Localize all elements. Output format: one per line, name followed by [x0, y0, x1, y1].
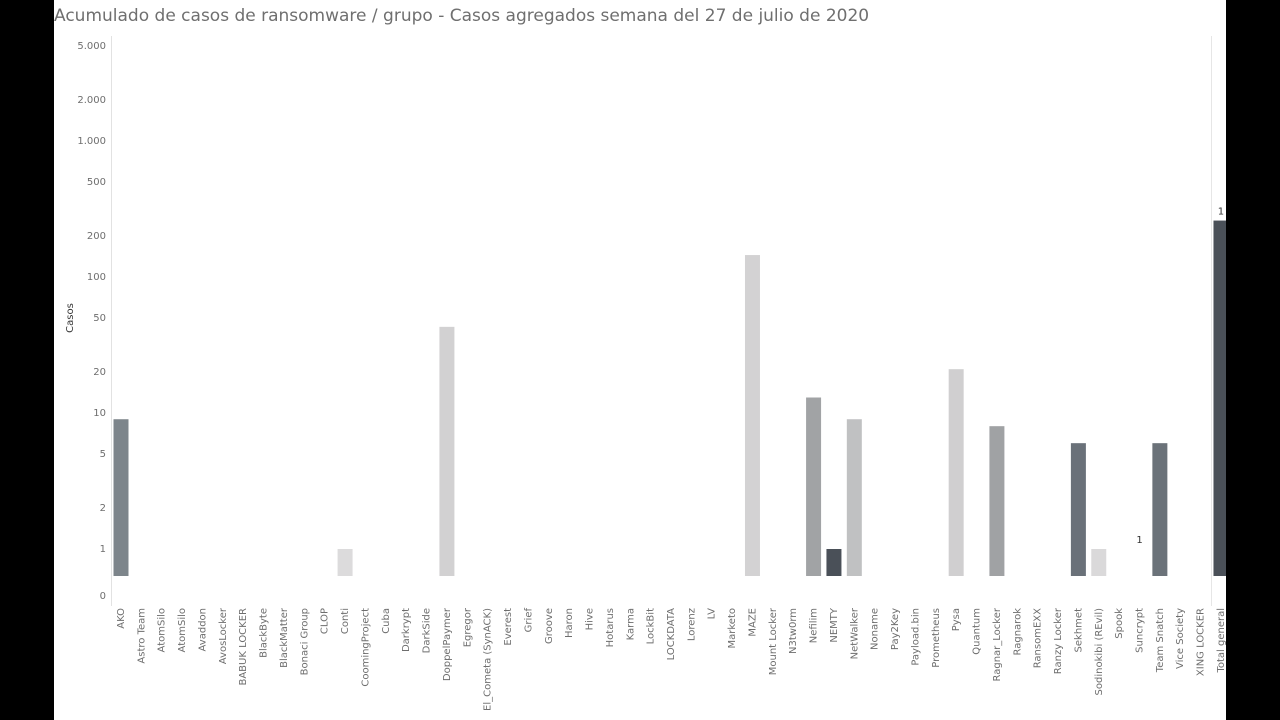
x-category-label: Nefilim: [809, 608, 820, 643]
x-category-label: N3tw0rm: [788, 608, 799, 654]
x-category-label: Sekhmet: [1073, 608, 1084, 653]
y-tick-label: 50: [93, 313, 106, 324]
x-category-label: Total general: [1216, 608, 1226, 674]
x-category-label: Prometheus: [931, 608, 942, 668]
bar[interactable]: [806, 397, 822, 576]
x-category-label: Lorenz: [686, 608, 697, 641]
y-axis-title: Casos: [65, 303, 76, 333]
x-category-label: Marketo: [727, 608, 738, 649]
y-tick-label: 5: [100, 449, 106, 460]
x-category-label: AtomSilo: [157, 608, 168, 652]
bar[interactable]: [744, 255, 760, 576]
x-category-label: NEMTY: [829, 607, 840, 643]
x-category-label: Pysa: [951, 608, 962, 631]
x-category-label: Conti: [340, 608, 351, 634]
x-category-label: RansomEXX: [1033, 608, 1044, 668]
x-category-label: AtomSilo: [177, 608, 188, 652]
x-category-label: Ranzy Locker: [1053, 607, 1064, 674]
x-category-label: Bonaci Group: [299, 608, 310, 675]
x-category-label: Everest: [503, 608, 514, 646]
x-category-label: AvosLocker: [218, 607, 229, 664]
bar-chart: Casos 5.0002.0001.0005002001005020105210…: [65, 36, 1226, 711]
x-category-label: DarkSide: [422, 608, 433, 653]
bar[interactable]: [113, 419, 129, 576]
x-category-label: DoppelPaymer: [442, 607, 453, 681]
x-category-label: El_Cometa (SynACK): [483, 608, 494, 711]
bar[interactable]: [989, 426, 1005, 576]
bar[interactable]: [1070, 443, 1086, 576]
x-category-label: Astro Team: [136, 608, 147, 664]
bar[interactable]: [948, 369, 964, 576]
x-category-label: BlackByte: [259, 608, 270, 658]
x-category-label: XING LOCKER: [1196, 608, 1207, 676]
x-category-label: Hive: [585, 608, 596, 630]
bar[interactable]: [337, 549, 353, 576]
bar[interactable]: [1152, 443, 1168, 576]
chart-frame: Acumulado de casos de ransomware / grupo…: [54, 0, 1226, 720]
y-tick-label: 0: [100, 591, 106, 602]
x-category-label: Karma: [625, 608, 636, 640]
x-category-label: Spook: [1114, 608, 1125, 639]
x-category-label: Quantum: [972, 608, 983, 655]
x-category-label: CLOP: [320, 608, 331, 634]
x-category-label: Cuba: [381, 608, 392, 634]
x-category-label: Suncrypt: [1135, 608, 1146, 653]
bar[interactable]: [439, 326, 455, 576]
y-tick-label: 10: [93, 408, 106, 419]
y-tick-label: 5.000: [77, 41, 106, 52]
x-category-label: Darkrypt: [401, 608, 412, 652]
bar[interactable]: [1091, 549, 1107, 576]
bar[interactable]: [1213, 220, 1226, 576]
y-tick-label: 100: [87, 272, 106, 283]
x-category-label: Ragnar_Locker: [992, 607, 1003, 681]
x-category-label: Avaddon: [197, 608, 208, 651]
y-tick-label: 20: [93, 367, 106, 378]
y-tick-label: 500: [87, 177, 106, 188]
x-category-label: Mount Locker: [768, 607, 779, 675]
x-category-label: Team Snatch: [1155, 608, 1166, 673]
x-category-label: Haron: [564, 608, 575, 638]
y-tick-label: 200: [87, 231, 106, 242]
x-category-label: Payload.bin: [910, 608, 921, 666]
y-tick-label: 2.000: [77, 95, 106, 106]
x-category-label: Vice Society: [1175, 608, 1186, 669]
x-category-label: MAZE: [747, 608, 758, 637]
x-category-label: BABUK LOCKER: [238, 608, 249, 686]
y-tick-label: 1.000: [77, 136, 106, 147]
x-category-label: LockBit: [646, 608, 657, 644]
x-category-label: Grief: [523, 608, 534, 633]
x-category-label: Ragnarok: [1012, 608, 1023, 656]
x-category-label: LOCKDATA: [666, 608, 677, 661]
x-category-label: Noname: [870, 608, 881, 650]
x-category-label: Pay2Key: [890, 608, 901, 650]
x-category-label: Sodinokibi (REvil): [1094, 608, 1105, 696]
x-category-label: CoomingProject: [360, 608, 371, 687]
x-category-label: BlackMatter: [279, 607, 290, 668]
data-label: 1: [1136, 535, 1142, 546]
x-category-label: NetWalker: [849, 607, 860, 659]
x-category-label: Groove: [544, 608, 555, 644]
x-category-label: Egregor: [462, 607, 473, 647]
y-tick-label: 1: [100, 544, 106, 555]
y-tick-label: 2: [100, 503, 106, 514]
bar[interactable]: [846, 419, 862, 576]
x-category-label: LV: [707, 608, 718, 619]
chart-title: Acumulado de casos de ransomware / grupo…: [54, 6, 870, 26]
bar[interactable]: [826, 549, 842, 576]
data-label: 1: [1218, 207, 1224, 218]
x-category-label: Hotarus: [605, 608, 616, 647]
x-category-label: AKO: [116, 608, 127, 629]
